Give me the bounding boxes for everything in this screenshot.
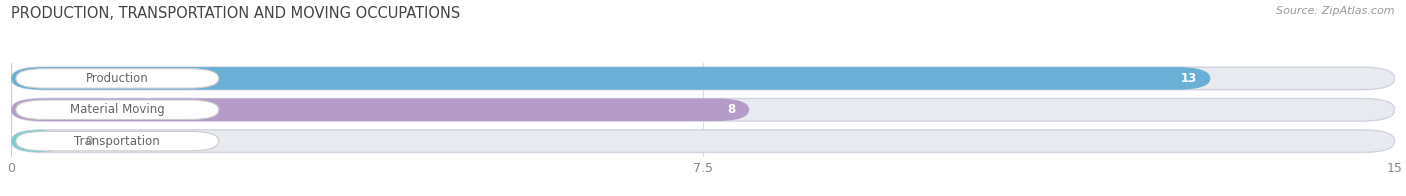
Text: 0: 0 [84, 135, 93, 148]
Text: Transportation: Transportation [75, 135, 160, 148]
Text: Source: ZipAtlas.com: Source: ZipAtlas.com [1277, 6, 1395, 16]
FancyBboxPatch shape [15, 69, 219, 88]
FancyBboxPatch shape [11, 130, 66, 152]
FancyBboxPatch shape [15, 100, 219, 120]
Text: 8: 8 [727, 103, 735, 116]
FancyBboxPatch shape [11, 67, 1395, 90]
FancyBboxPatch shape [11, 130, 1395, 152]
Text: PRODUCTION, TRANSPORTATION AND MOVING OCCUPATIONS: PRODUCTION, TRANSPORTATION AND MOVING OC… [11, 6, 461, 21]
Text: 13: 13 [1180, 72, 1197, 85]
FancyBboxPatch shape [15, 131, 219, 151]
FancyBboxPatch shape [11, 98, 749, 121]
Text: Material Moving: Material Moving [70, 103, 165, 116]
FancyBboxPatch shape [11, 67, 1211, 90]
FancyBboxPatch shape [11, 98, 1395, 121]
Text: Production: Production [86, 72, 149, 85]
